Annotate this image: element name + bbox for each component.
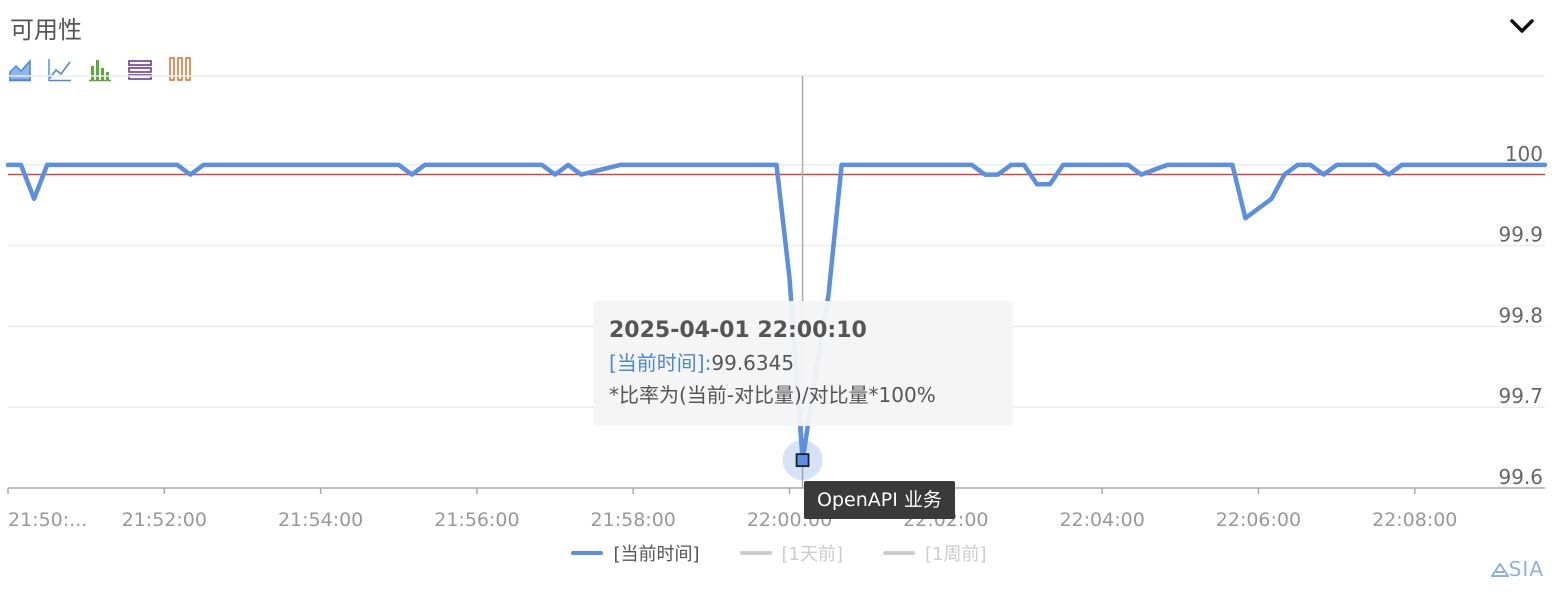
- hover-point-marker: [795, 453, 810, 468]
- legend-item-1-day-ago[interactable]: [1天前]: [739, 538, 844, 568]
- tiled-icon[interactable]: [168, 56, 192, 82]
- x-tick-label: 21:52:00: [122, 509, 207, 531]
- x-tick-label: 22:08:00: [1372, 509, 1457, 531]
- x-tick-label: 21:58:00: [591, 509, 676, 531]
- series-line-current: [5, 162, 1548, 463]
- series-name-label: OpenAPI 业务: [804, 481, 955, 519]
- legend-item-1-week-ago[interactable]: [1周前]: [883, 538, 987, 568]
- brand-text: SIA: [1508, 557, 1544, 581]
- y-tick-label: 99.6: [1498, 465, 1543, 489]
- brand-logo: SIA: [1489, 557, 1544, 581]
- tooltip-series-row: [当前时间]:99.6345: [609, 347, 997, 379]
- chart-tooltip: 2025-04-01 22:00:10 [当前时间]:99.6345 *比率为(…: [593, 301, 1013, 426]
- x-tick-label: 21:54:00: [278, 509, 363, 531]
- brand-triangle-icon: [1489, 562, 1510, 577]
- legend-swatch-1-day-ago: [739, 551, 772, 555]
- stack-icon[interactable]: [128, 56, 152, 82]
- y-tick-label: 99.9: [1498, 223, 1543, 247]
- y-tick-label: 99.7: [1498, 384, 1543, 408]
- legend-swatch-1-week-ago: [883, 551, 916, 555]
- tooltip-note: *比率为(当前-对比量)/对比量*100%: [609, 383, 936, 407]
- y-tick-label: 99.8: [1498, 303, 1543, 327]
- legend-label-1-day-ago: [1天前]: [781, 544, 844, 565]
- legend-item-current[interactable]: [当前时间]: [571, 538, 700, 568]
- legend-label-1-week-ago: [1周前]: [925, 544, 987, 565]
- x-tick-label: 22:06:00: [1216, 509, 1301, 531]
- tooltip-series-label: [当前时间]:: [609, 351, 712, 375]
- x-tick-label: 21:56:00: [434, 509, 519, 531]
- chevron-down-icon[interactable]: [1508, 14, 1536, 38]
- legend-swatch-current: [571, 551, 604, 555]
- tooltip-series-value: 99.6345: [711, 351, 795, 375]
- chart-legend: [当前时间] [1天前] [1周前]: [0, 538, 1558, 568]
- y-tick-label: 100: [1505, 142, 1543, 166]
- availability-chart[interactable]: 100 99.9 99.8 99.7 99.6 21:50:... 21:52:00 21:5…: [0, 0, 1558, 535]
- legend-label-current: [当前时间]: [613, 544, 700, 565]
- x-tick-label: 22:04:00: [1059, 509, 1144, 531]
- line-chart-icon[interactable]: [48, 56, 72, 82]
- panel-title: 可用性: [10, 16, 82, 44]
- x-tick-label: 21:50:...: [8, 509, 87, 531]
- tooltip-time: 2025-04-01 22:00:10: [609, 318, 867, 343]
